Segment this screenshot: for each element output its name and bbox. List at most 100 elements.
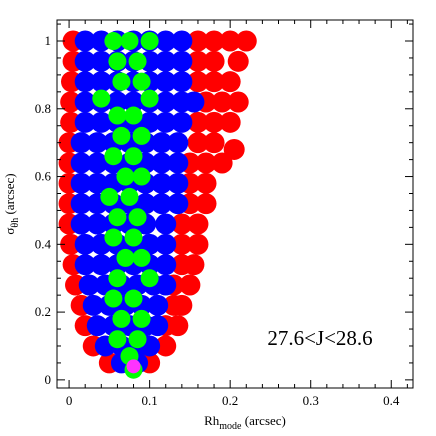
point bbox=[187, 132, 209, 154]
point bbox=[86, 132, 108, 154]
x-axis-label: Rhmode (arcsec) bbox=[204, 413, 286, 432]
point bbox=[155, 274, 177, 296]
point bbox=[124, 106, 143, 125]
point bbox=[74, 71, 96, 93]
points bbox=[58, 30, 257, 379]
y-tick-label: 0.2 bbox=[35, 304, 51, 319]
point bbox=[112, 72, 131, 91]
point bbox=[187, 213, 209, 235]
point bbox=[203, 132, 225, 154]
point bbox=[147, 315, 169, 337]
point bbox=[124, 147, 143, 166]
point bbox=[70, 172, 92, 194]
point bbox=[171, 71, 193, 93]
point bbox=[78, 274, 100, 296]
point bbox=[219, 30, 241, 52]
point bbox=[223, 138, 245, 160]
point bbox=[219, 111, 241, 133]
point bbox=[82, 294, 104, 316]
x-tick-label: 0.4 bbox=[383, 393, 400, 408]
x-tick-label: 0.2 bbox=[222, 393, 238, 408]
y-tick-label: 0.8 bbox=[35, 101, 51, 116]
point bbox=[155, 91, 177, 113]
point bbox=[132, 126, 151, 145]
point bbox=[74, 111, 96, 133]
point bbox=[108, 106, 127, 125]
point bbox=[183, 254, 205, 276]
point bbox=[128, 330, 147, 349]
y-label-main: σ bbox=[2, 228, 17, 235]
point bbox=[187, 111, 209, 133]
point bbox=[116, 248, 135, 267]
point bbox=[132, 309, 151, 328]
point bbox=[128, 208, 147, 227]
point bbox=[155, 254, 177, 276]
point bbox=[108, 52, 127, 71]
point bbox=[74, 91, 96, 113]
point bbox=[187, 50, 209, 72]
point bbox=[203, 30, 225, 52]
point bbox=[235, 30, 257, 52]
point bbox=[86, 213, 108, 235]
point bbox=[155, 111, 177, 133]
point bbox=[211, 91, 233, 113]
point bbox=[90, 111, 112, 133]
x-label-main: Rh bbox=[204, 413, 220, 428]
point bbox=[132, 167, 151, 186]
y-tick-label: 0 bbox=[45, 372, 52, 387]
point bbox=[100, 187, 119, 206]
point bbox=[183, 91, 205, 113]
point bbox=[140, 32, 159, 51]
point bbox=[167, 152, 189, 174]
point bbox=[151, 193, 173, 215]
point bbox=[167, 172, 189, 194]
point bbox=[219, 71, 241, 93]
point bbox=[171, 111, 193, 133]
point bbox=[74, 233, 96, 255]
point bbox=[147, 294, 169, 316]
point bbox=[86, 315, 108, 337]
point bbox=[70, 152, 92, 174]
point bbox=[120, 187, 139, 206]
point bbox=[155, 71, 177, 93]
point bbox=[112, 126, 131, 145]
point bbox=[171, 30, 193, 52]
point bbox=[60, 233, 82, 255]
point bbox=[171, 233, 193, 255]
point bbox=[155, 50, 177, 72]
point bbox=[132, 72, 151, 91]
point bbox=[108, 269, 127, 288]
y-axis-label: σθh (arcsec) bbox=[2, 173, 21, 234]
point bbox=[227, 50, 249, 72]
y-tick-label: 0.6 bbox=[35, 169, 52, 184]
point bbox=[116, 167, 135, 186]
point bbox=[151, 132, 173, 154]
point bbox=[140, 89, 159, 108]
point bbox=[155, 30, 177, 52]
point bbox=[92, 89, 111, 108]
point bbox=[86, 172, 108, 194]
y-label-rest: (arcsec) bbox=[2, 173, 17, 217]
point bbox=[104, 147, 123, 166]
point bbox=[74, 254, 96, 276]
point bbox=[120, 32, 139, 51]
point bbox=[179, 274, 201, 296]
y-label-sub: θh bbox=[10, 218, 21, 228]
x-label-rest: (arcsec) bbox=[242, 413, 286, 428]
point bbox=[108, 330, 127, 349]
point bbox=[151, 172, 173, 194]
x-tick-label: 0.3 bbox=[303, 393, 319, 408]
point bbox=[90, 254, 112, 276]
point bbox=[126, 359, 141, 374]
point bbox=[108, 208, 127, 227]
point bbox=[128, 52, 147, 71]
point bbox=[203, 71, 225, 93]
point bbox=[227, 91, 249, 113]
point bbox=[187, 30, 209, 52]
point bbox=[60, 91, 82, 113]
point bbox=[74, 50, 96, 72]
point bbox=[70, 213, 92, 235]
point bbox=[140, 269, 159, 288]
point bbox=[106, 91, 128, 113]
y-tick-label: 0.4 bbox=[35, 236, 52, 251]
